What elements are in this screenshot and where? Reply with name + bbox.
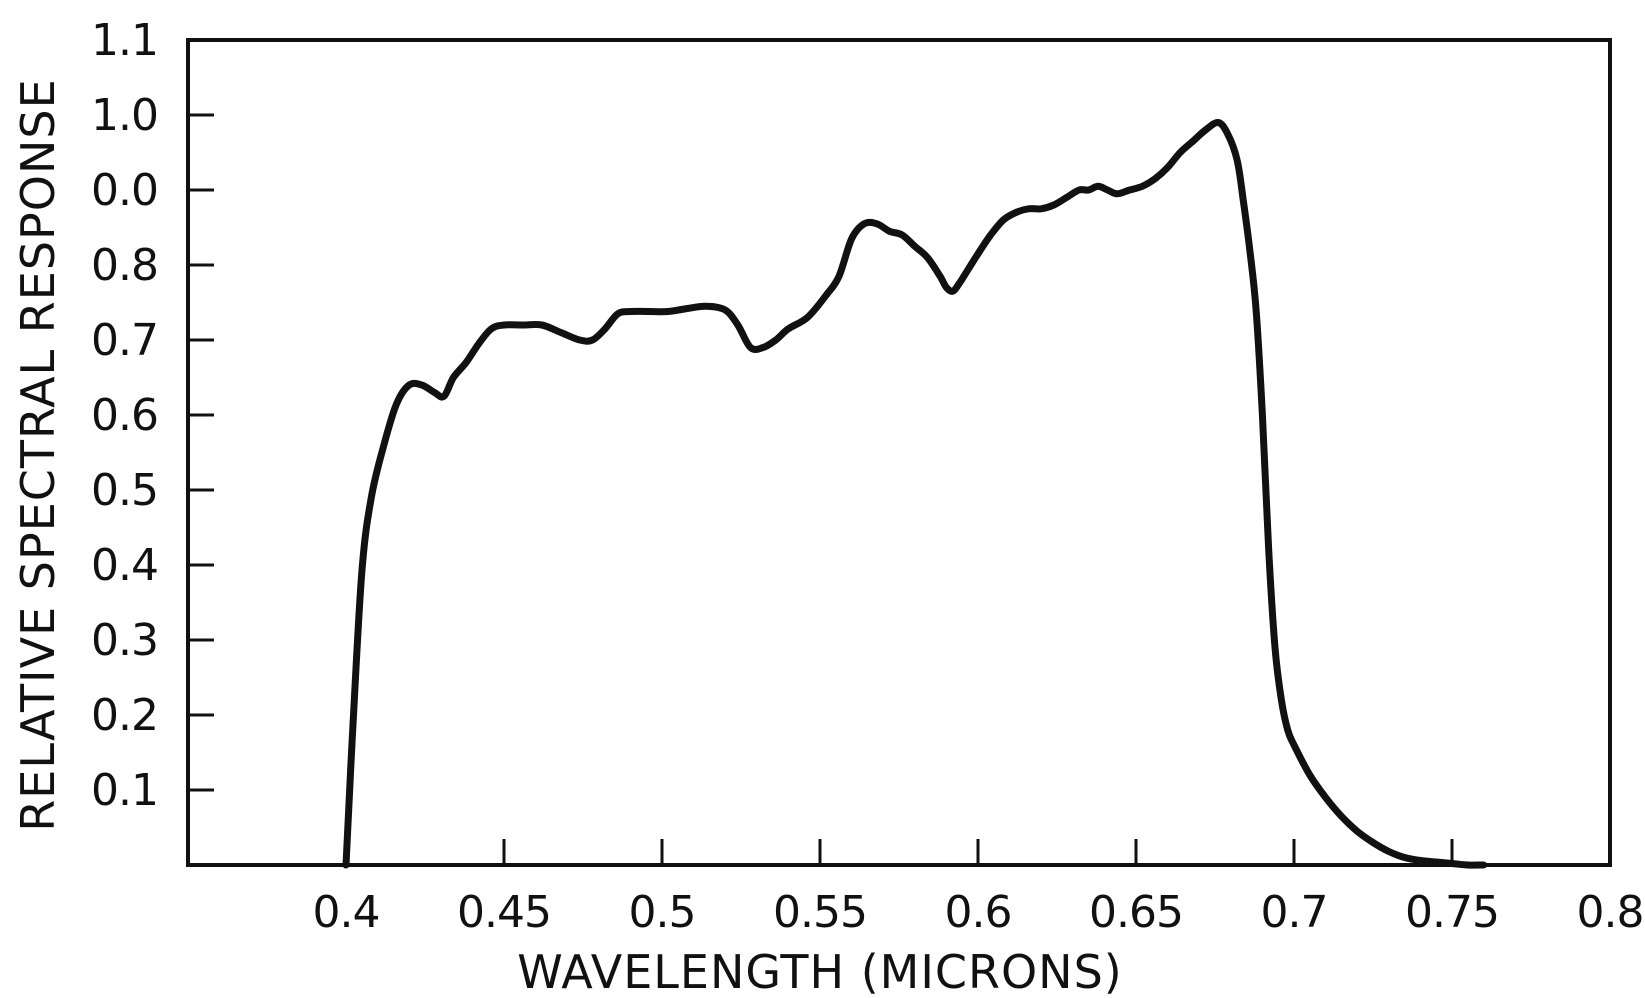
x-tick-label: 0.45 — [457, 887, 551, 938]
y-axis-ticks: 0.1 0.2 0.3 0.4 0.5 0.6 0.7 0.8 0.0 1.0 1.1 — [91, 15, 214, 816]
y-tick-label: 0.1 — [91, 765, 158, 816]
y-tick-label: 0.0 — [91, 165, 158, 216]
x-tick-label: 0.7 — [1261, 887, 1328, 938]
y-tick-label: 0.5 — [91, 465, 158, 516]
y-tick-label: 0.4 — [91, 540, 158, 591]
y-tick-label: 1.0 — [91, 90, 158, 141]
y-tick-label: 0.7 — [91, 315, 158, 366]
x-tick-label: 0.4 — [313, 887, 380, 938]
x-tick-label: 0.6 — [945, 887, 1012, 938]
x-axis-title: WAVELENGTH (MICRONS) — [517, 945, 1123, 998]
y-tick-label: 1.1 — [91, 15, 158, 66]
y-tick-label: 0.3 — [91, 615, 158, 666]
x-tick-label: 0.75 — [1405, 887, 1499, 938]
x-axis-ticks: 0.4 0.45 0.5 0.55 0.6 0.65 0.7 0.75 0.8 — [313, 839, 1644, 938]
y-tick-label: 0.8 — [91, 240, 158, 291]
y-axis-title: RELATIVE SPECTRAL RESPONSE — [11, 78, 65, 831]
x-tick-label: 0.8 — [1577, 887, 1644, 938]
x-tick-label: 0.5 — [629, 887, 696, 938]
x-tick-label: 0.65 — [1089, 887, 1183, 938]
x-tick-label: 0.55 — [773, 887, 867, 938]
y-tick-label: 0.6 — [91, 390, 158, 441]
spectral-response-line — [342, 118, 1488, 869]
y-tick-label: 0.2 — [91, 690, 158, 741]
plot-frame — [186, 38, 1612, 867]
